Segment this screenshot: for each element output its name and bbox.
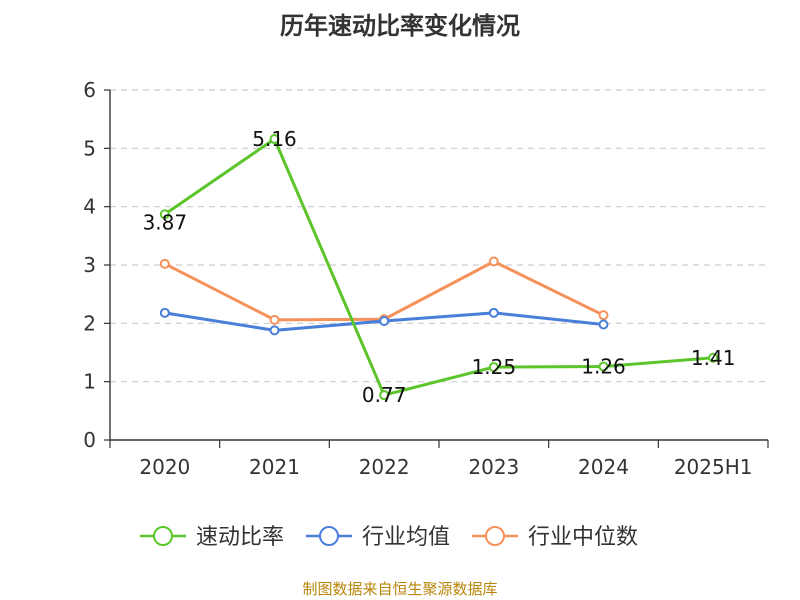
legend-marker-1 [319,526,339,546]
series-0-point-5 [708,352,719,363]
data-label-0-3: 1.25 [472,355,517,379]
series-1-point-1 [269,325,280,336]
y-tick-label-5: 5 [83,136,96,160]
x-tick-label-2020: 2020 [139,455,190,479]
data-labels: 3.87 5.16 0.77 1.25 1.26 1.41 [143,127,736,407]
y-tick-label-4: 4 [83,195,96,219]
source-note: 制图数据来自恒生聚源数据库 [302,580,498,598]
legend-item-0: 速动比率 [140,525,284,550]
data-label-0-0: 3.87 [143,210,188,234]
series-0-point-4 [598,361,609,372]
legend-label-1: 行业均值 [362,525,450,550]
series-1-point-4 [598,319,609,330]
axes: 0 1 2 3 4 5 6 2020 2021 2022 2023 2024 2025H1 [83,78,769,479]
y-tick-label-3: 3 [83,253,96,277]
x-tick-label-2025H1: 2025H1 [674,455,753,479]
series-0-point-2 [379,390,390,401]
data-label-0-4: 1.26 [581,355,626,379]
x-tick-label-2021: 2021 [249,455,300,479]
gridlines [110,89,768,383]
y-tick-label-2: 2 [83,311,96,335]
y-tick-label-1: 1 [83,370,96,394]
x-tick-label-2024: 2024 [578,455,629,479]
series-2-point-3 [488,256,499,267]
series-0-point-0 [159,209,170,220]
chart-title: 历年速动比率变化情况 [280,12,520,40]
y-tick-label-6: 6 [83,78,96,102]
series-1-point-2 [379,316,390,326]
legend: 速动比率 行业均值 行业中位数 [140,525,638,550]
legend-marker-0 [153,526,173,546]
y-tick-label-0: 0 [83,428,96,452]
series-2-point-1 [269,314,280,325]
series-1-point-3 [488,307,499,318]
legend-item-2: 行业中位数 [472,525,638,550]
legend-label-2: 行业中位数 [528,525,638,550]
data-label-0-5: 1.41 [691,346,736,370]
series-line-0 [163,137,714,397]
data-label-0-2: 0.77 [362,383,407,407]
series-0-point-3 [488,362,499,373]
data-label-0-1: 5.16 [252,127,297,151]
series-line-2 [164,260,605,322]
legend-item-1: 行业均值 [306,525,450,550]
series-2-point-4 [598,310,609,321]
x-tick-label-2022: 2022 [359,455,410,479]
legend-marker-2 [485,526,505,546]
series-0-point-1 [269,134,280,144]
x-tick-label-2023: 2023 [468,455,519,479]
series-1-point-0 [159,307,170,318]
series-2-point-0 [159,258,170,269]
series-lines [159,134,719,401]
legend-label-0: 速动比率 [196,525,284,550]
